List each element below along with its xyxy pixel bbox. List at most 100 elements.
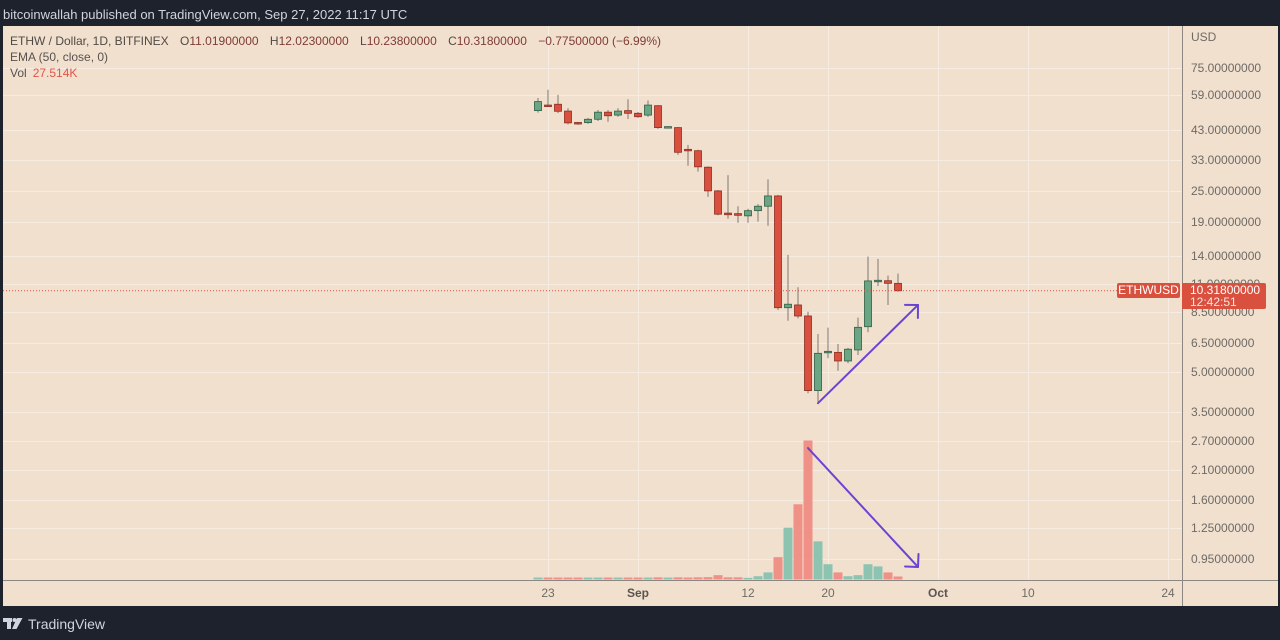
candle [654,105,662,129]
price-tick-label: 2.70000000 [1191,434,1255,449]
volume-bar [823,564,833,580]
candle [684,144,692,166]
candle [574,121,582,125]
candle [844,347,852,364]
volume-bar [653,577,663,580]
time-tick-label: Sep [626,586,650,600]
volume-bar [833,572,843,580]
time-tick-label: 12 [741,586,755,600]
volume-bar [563,577,573,580]
bar-countdown: 12:42:51 [1190,295,1237,309]
volume-bar [783,527,793,580]
tradingview-logo-icon [3,618,23,629]
volume-bar [613,577,623,580]
candle [664,126,672,129]
legend-low-value: 10.23800000 [366,34,437,48]
drawings[interactable] [807,303,920,568]
volume-bar [723,577,733,580]
price-tick-label: 75.00000000 [1191,60,1262,75]
volume-bar [853,575,863,580]
volume-bar [733,577,743,580]
legend-high-value: 12.02300000 [278,34,349,48]
volume-bar [583,577,593,580]
volume-bar [683,577,693,580]
price-tick-label: 1.25000000 [1191,520,1255,535]
price-trend-arrow[interactable] [817,303,919,405]
volume-bars [533,440,903,580]
volume-bar [793,504,803,580]
candle [864,256,872,333]
price-tick-label: 59.00000000 [1191,87,1262,102]
candle [774,195,782,311]
footer: TradingView [3,614,105,634]
candle [794,287,802,319]
candle [724,175,732,219]
legend-symbol[interactable]: ETHW / Dollar, 1D, BITFINEX [10,34,169,48]
volume-bar [643,577,653,580]
candle [554,94,562,114]
last-price-tag: 10.31800000 12:42:51 [1182,283,1266,309]
volume-bar [623,577,633,580]
symbol-price-tag: ETHWUSD [1117,283,1180,298]
legend-volume-value: 27.514K [32,66,78,80]
candle [674,127,682,155]
volume-bar [533,577,543,580]
legend-change-value: −0.77500000 (−6.99%) [538,34,661,48]
price-tick-label: 5.00000000 [1191,365,1255,380]
legend-ema[interactable]: EMA (50, close, 0) [10,50,109,64]
candle [814,333,822,404]
price-axis-currency[interactable]: USD [1191,30,1217,44]
legend-open-label: O [180,34,190,48]
tradingview-brand[interactable]: TradingView [28,616,106,632]
candle [534,98,542,113]
candle [544,89,552,107]
time-tick-label: Oct [927,586,949,600]
legend-open-value: 11.01900000 [189,34,259,48]
candle [804,311,812,394]
gridlines [3,26,1182,580]
chart-legend: ETHW / Dollar, 1D, BITFINEX O11.01900000… [10,33,661,81]
volume-bar [553,577,563,580]
time-tick-label: 20 [821,586,835,600]
volume-bar [863,564,873,580]
candle [824,327,832,359]
volume-bar [753,576,763,580]
volume-bar [803,440,813,580]
candle [834,344,842,371]
legend-ohlc-row: ETHW / Dollar, 1D, BITFINEX O11.01900000… [10,33,661,49]
volume-bar [763,572,773,580]
candle [604,109,612,122]
legend-high-label: H [269,34,279,48]
time-tick-label: 10 [1021,586,1035,600]
price-tick-label: 14.00000000 [1191,249,1262,264]
candle [644,100,652,117]
volume-bar [543,577,553,580]
legend-volume-row[interactable]: Vol 27.514K [10,65,661,81]
volume-bar [873,566,883,580]
candle [744,208,752,223]
price-tick-label: 25.00000000 [1191,184,1262,199]
volume-bar [713,575,723,580]
candle [594,109,602,121]
candle [784,254,792,321]
candle [614,108,622,117]
candle [704,166,712,197]
candle [584,117,592,124]
volume-bar [843,576,853,580]
legend-volume-label: Vol [10,66,27,80]
volume-trend-arrow[interactable] [807,447,920,568]
price-tick-label: 2.10000000 [1191,462,1255,477]
price-tick-label: 0.95000000 [1191,551,1255,566]
price-tick-label: 33.00000000 [1191,153,1262,168]
legend-close-value: 10.31800000 [456,34,527,48]
price-tick-label: 43.00000000 [1191,123,1262,138]
volume-bar [603,577,613,580]
legend-close-label: C [448,34,457,48]
last-price-value: 10.31800000 [1190,283,1261,297]
chart-area[interactable] [3,26,1278,606]
volume-bar [593,577,603,580]
candle [754,204,762,222]
candle [634,111,642,118]
volume-bar [743,577,753,580]
